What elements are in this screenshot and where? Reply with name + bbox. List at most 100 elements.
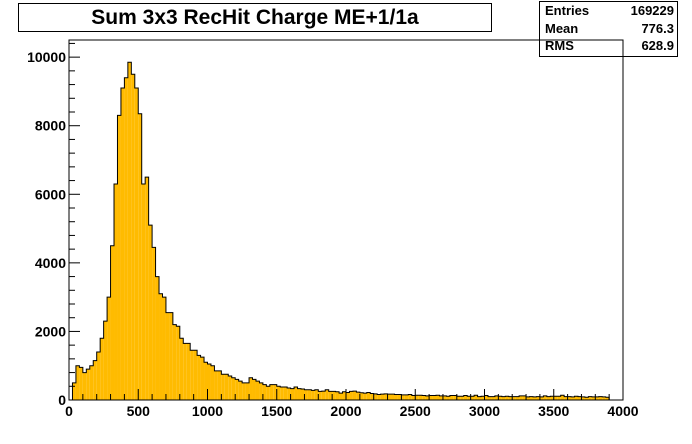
histogram-bar — [155, 276, 160, 400]
histogram-bar — [577, 396, 582, 400]
histogram-bar — [242, 382, 246, 400]
histogram-bar — [449, 395, 454, 400]
histogram-bar — [432, 395, 437, 400]
histogram-bar — [134, 88, 139, 400]
histogram-bar — [110, 245, 115, 400]
y-tick-label: 4000 — [35, 255, 66, 271]
y-tick-label: 6000 — [35, 186, 66, 202]
x-tick-label: 500 — [127, 403, 151, 419]
histogram-bar — [172, 324, 177, 400]
histogram-bars — [72, 62, 610, 401]
y-tick-label: 0 — [58, 392, 66, 408]
histogram-bar — [297, 388, 301, 400]
histogram-bar — [508, 396, 513, 400]
histogram-bar — [519, 395, 523, 400]
histogram-bar — [276, 386, 281, 400]
histogram-bar — [252, 379, 256, 400]
histogram-bar — [72, 382, 76, 400]
histogram-bar — [262, 384, 267, 400]
stats-row-entries: Entries 169229 — [540, 2, 677, 20]
stats-value: 628.9 — [641, 38, 674, 53]
histogram-bar — [543, 395, 547, 400]
histogram-bar — [553, 396, 558, 400]
histogram-bar — [467, 396, 471, 400]
histogram-bar — [224, 374, 229, 400]
histogram-bar — [294, 386, 298, 400]
histogram-outline — [69, 61, 610, 401]
histogram-bar — [397, 394, 402, 400]
histogram-bar — [269, 384, 274, 400]
histogram-bar — [408, 394, 412, 400]
histogram-bar — [418, 395, 423, 400]
stats-value: 169229 — [630, 3, 674, 18]
x-tick-label: 1000 — [192, 403, 223, 419]
histogram-bar — [235, 379, 239, 400]
histogram-bar — [574, 396, 578, 400]
histogram-bar — [100, 338, 104, 400]
histogram-bar — [560, 395, 565, 400]
x-tick-label: 2500 — [400, 403, 431, 419]
histogram-bar — [107, 297, 111, 400]
histogram-bar — [103, 321, 108, 400]
histogram-bar — [183, 343, 187, 400]
histogram-bar — [491, 396, 495, 400]
histogram-bar — [114, 184, 118, 400]
histogram-bar — [193, 350, 198, 400]
histogram-bar — [481, 396, 485, 400]
histogram-bar — [571, 396, 575, 400]
histogram-bar — [349, 391, 353, 400]
histogram-bar — [325, 389, 329, 400]
histogram-bar — [79, 367, 83, 400]
histogram-bar — [346, 392, 350, 400]
histogram-bar — [120, 88, 125, 400]
histogram-bar — [411, 395, 416, 400]
histogram-bar — [86, 369, 90, 400]
histogram-bar — [581, 396, 585, 400]
stats-label: Entries — [545, 3, 590, 18]
histogram-bar — [259, 382, 263, 400]
histogram-bar — [228, 376, 232, 400]
histogram-bar — [460, 396, 464, 400]
histogram-bar — [436, 395, 440, 400]
histogram-bar — [526, 396, 530, 400]
histogram-bar — [494, 395, 499, 400]
histogram-bar — [255, 381, 260, 400]
histogram-bar — [366, 392, 371, 400]
histogram-bar — [463, 395, 468, 400]
histogram-bar — [207, 364, 211, 400]
x-axis: 0 500 1000 1500 2000 2500 3000 3500 4000 — [65, 389, 639, 419]
histogram-bar — [117, 115, 121, 400]
title-box: Sum 3x3 RecHit Charge ME+1/1a — [18, 3, 492, 32]
histogram-bar — [373, 393, 378, 400]
histogram-bar — [532, 396, 537, 400]
histogram-bar — [210, 365, 215, 400]
histogram-bar — [404, 394, 409, 400]
histogram-bar — [339, 393, 343, 400]
histogram-bar — [515, 396, 520, 400]
histogram-bar — [370, 393, 374, 400]
histogram-bar — [280, 386, 284, 400]
histogram-bar — [567, 396, 572, 400]
histogram-bar — [550, 396, 554, 400]
histogram-bar — [214, 370, 218, 400]
x-tick-label: 2000 — [330, 403, 361, 419]
histogram-bar — [352, 391, 357, 400]
y-tick-label: 2000 — [35, 323, 66, 339]
histogram-bar — [605, 397, 610, 400]
histogram-bar — [290, 388, 295, 400]
stats-label: RMS — [545, 38, 574, 53]
x-tick-label: 0 — [65, 403, 73, 419]
histogram-bar — [415, 395, 419, 400]
histogram-bar — [89, 365, 94, 400]
histogram-bar — [401, 394, 405, 400]
histogram-bar — [387, 394, 392, 400]
histogram-bar — [470, 396, 475, 400]
histogram-bar — [217, 370, 222, 400]
histogram-bar — [564, 396, 568, 400]
histogram-bar — [131, 74, 135, 401]
histogram-bar — [522, 395, 527, 400]
histogram-bar — [176, 326, 180, 400]
histogram-bar — [356, 392, 360, 400]
histogram-bar — [307, 389, 312, 400]
